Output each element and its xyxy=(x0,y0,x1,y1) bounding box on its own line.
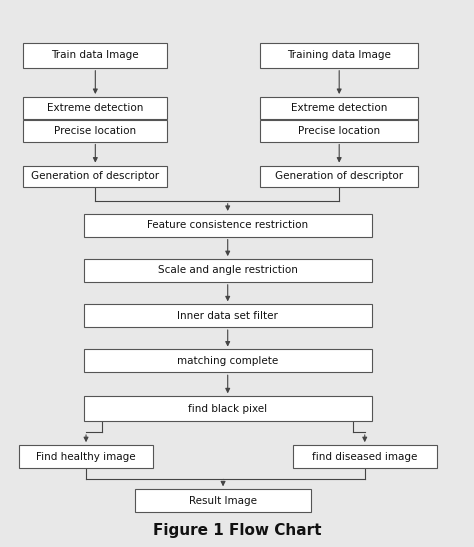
FancyBboxPatch shape xyxy=(23,97,167,119)
Text: Training data Image: Training data Image xyxy=(287,50,391,60)
Text: Generation of descriptor: Generation of descriptor xyxy=(275,171,403,182)
Text: Precise location: Precise location xyxy=(298,126,380,136)
Text: Extreme detection: Extreme detection xyxy=(47,103,144,113)
Text: Inner data set filter: Inner data set filter xyxy=(177,311,278,321)
Text: Precise location: Precise location xyxy=(54,126,137,136)
Text: Find healthy image: Find healthy image xyxy=(36,451,136,462)
Text: Feature consistence restriction: Feature consistence restriction xyxy=(147,220,308,230)
Text: find black pixel: find black pixel xyxy=(188,404,267,414)
Text: Train data Image: Train data Image xyxy=(52,50,139,60)
FancyBboxPatch shape xyxy=(135,489,311,512)
FancyBboxPatch shape xyxy=(84,304,372,327)
Text: find diseased image: find diseased image xyxy=(312,451,418,462)
FancyBboxPatch shape xyxy=(84,214,372,237)
FancyBboxPatch shape xyxy=(260,97,418,119)
Text: Result Image: Result Image xyxy=(189,496,257,505)
Text: Scale and angle restriction: Scale and angle restriction xyxy=(158,265,298,276)
Text: Figure 1 Flow Chart: Figure 1 Flow Chart xyxy=(153,522,321,538)
FancyBboxPatch shape xyxy=(84,350,372,373)
FancyBboxPatch shape xyxy=(23,120,167,142)
FancyBboxPatch shape xyxy=(260,43,418,68)
FancyBboxPatch shape xyxy=(293,445,437,468)
Text: matching complete: matching complete xyxy=(177,356,278,366)
FancyBboxPatch shape xyxy=(23,43,167,68)
FancyBboxPatch shape xyxy=(18,445,154,468)
FancyBboxPatch shape xyxy=(84,396,372,421)
Text: Extreme detection: Extreme detection xyxy=(291,103,387,113)
Text: Generation of descriptor: Generation of descriptor xyxy=(31,171,159,182)
FancyBboxPatch shape xyxy=(84,259,372,282)
FancyBboxPatch shape xyxy=(260,166,418,187)
FancyBboxPatch shape xyxy=(260,120,418,142)
FancyBboxPatch shape xyxy=(23,166,167,187)
